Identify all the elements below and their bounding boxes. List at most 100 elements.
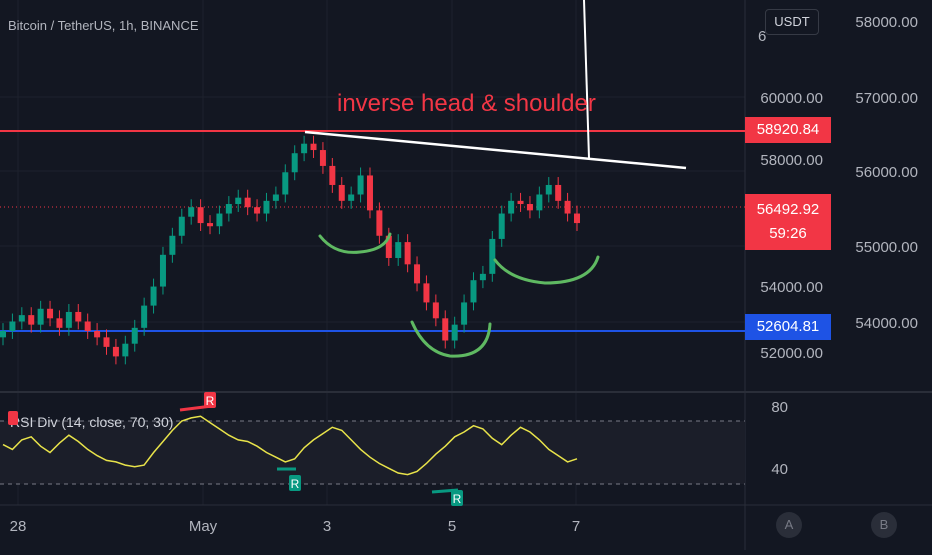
candle-body <box>301 143 308 154</box>
time-axis-label: May <box>189 518 218 535</box>
price-axis-label-hidden: 6 <box>758 28 766 45</box>
candle-body <box>197 207 204 224</box>
candle-body <box>329 165 336 185</box>
time-axis-label: 5 <box>448 518 456 535</box>
candle-body <box>564 200 571 214</box>
vertical-drawing <box>583 0 590 159</box>
price-axis-label: 56000.00 <box>855 164 918 181</box>
rsi-axis-label: 80 <box>771 399 788 416</box>
candle-body <box>357 175 364 195</box>
candle-body <box>159 254 166 287</box>
candle-body <box>263 200 270 214</box>
price-axis-label-inner: 52000.00 <box>760 345 823 362</box>
head-drawing <box>410 320 492 358</box>
candle-body <box>442 318 449 341</box>
candle-body <box>348 194 355 201</box>
candle-body <box>545 184 552 195</box>
last-price-value: 56492.92 <box>756 201 820 218</box>
candle-body <box>470 280 477 303</box>
candle-body <box>536 194 543 211</box>
candle-body <box>150 286 157 306</box>
candle-body <box>18 315 25 322</box>
candle-body <box>395 242 402 258</box>
rsi-axis-label: 40 <box>771 461 788 478</box>
symbol-title: Bitcoin / TetherUS, 1h, BINANCE <box>8 18 199 33</box>
candle-body <box>338 184 345 201</box>
divergence-marker <box>289 475 301 491</box>
candle-body <box>254 207 261 214</box>
divergence-marker-label: R <box>453 492 462 506</box>
currency-button[interactable]: USDT <box>765 9 819 35</box>
price-axis-label-inner: 54000.00 <box>760 279 823 296</box>
candle-body <box>56 318 63 328</box>
legend-marker <box>8 411 18 425</box>
candle-body <box>75 311 82 322</box>
candle-body <box>169 235 176 255</box>
toolbar-a-button[interactable]: A <box>776 512 802 538</box>
divergence-marker <box>204 392 216 408</box>
candle-body <box>178 216 185 236</box>
last-price-tag: 56492.92 59:26 <box>745 194 831 250</box>
rsi-band <box>0 421 745 484</box>
candle-body <box>122 343 129 357</box>
candle-body <box>282 172 289 195</box>
candle-body <box>244 197 251 208</box>
candle-body <box>461 302 468 325</box>
price-axis-label: 58000.00 <box>855 14 918 31</box>
candle-body <box>404 242 411 265</box>
candle-body <box>319 150 326 166</box>
time-axis-label: 3 <box>323 518 331 535</box>
bar-countdown: 59:26 <box>769 225 807 242</box>
resistance-price-tag: 58920.84 <box>745 117 831 143</box>
rsi-line <box>2 415 578 476</box>
support-price-tag: 52604.81 <box>745 314 831 340</box>
candle-body <box>376 210 383 236</box>
candle-body <box>498 213 505 239</box>
candle-body <box>479 273 486 281</box>
toolbar-b-button[interactable]: B <box>871 512 897 538</box>
candle-body <box>0 331 6 338</box>
divergence-marker-label: R <box>291 477 300 491</box>
time-axis-label: 7 <box>572 518 580 535</box>
annotation-label: inverse head & shoulder <box>337 90 596 117</box>
candle-body <box>414 264 421 284</box>
candle-body <box>216 213 223 227</box>
candle-body <box>103 337 110 347</box>
candle-body <box>131 327 138 344</box>
price-axis-label-inner: 60000.00 <box>760 90 823 107</box>
candle-body <box>310 143 317 151</box>
candle-body <box>489 238 496 274</box>
neckline-drawing <box>304 130 687 170</box>
candle-body <box>508 200 515 214</box>
candle-body <box>555 184 562 201</box>
candle-body <box>94 331 101 338</box>
price-axis-label: 57000.00 <box>855 90 918 107</box>
candle-body <box>291 153 298 173</box>
candle-body <box>366 175 373 211</box>
rsi-legend: RSI Div (14, close, 70, 30) <box>10 414 173 430</box>
candle-body <box>272 194 279 201</box>
candle-body <box>47 308 54 319</box>
price-axis-label-inner: 58000.00 <box>760 152 823 169</box>
candle-body <box>84 321 91 331</box>
candle-body <box>517 200 524 205</box>
right-shoulder-drawing <box>493 255 600 285</box>
candle-body <box>207 223 214 227</box>
divergence-marker-label: R <box>206 394 215 408</box>
candle-body <box>235 197 242 205</box>
candle-body <box>225 204 232 214</box>
candle-body <box>432 302 439 319</box>
time-axis-label: 28 <box>10 518 27 535</box>
candle-body <box>574 213 580 224</box>
candle-body <box>423 283 430 303</box>
candle-body <box>28 315 35 325</box>
candle-body <box>141 305 148 328</box>
left-shoulder-drawing <box>318 232 392 254</box>
price-axis-label: 54000.00 <box>855 315 918 332</box>
divergence-marker <box>451 490 463 506</box>
candle-body <box>112 346 119 357</box>
candle-body <box>37 308 44 325</box>
candle-body <box>188 207 195 217</box>
